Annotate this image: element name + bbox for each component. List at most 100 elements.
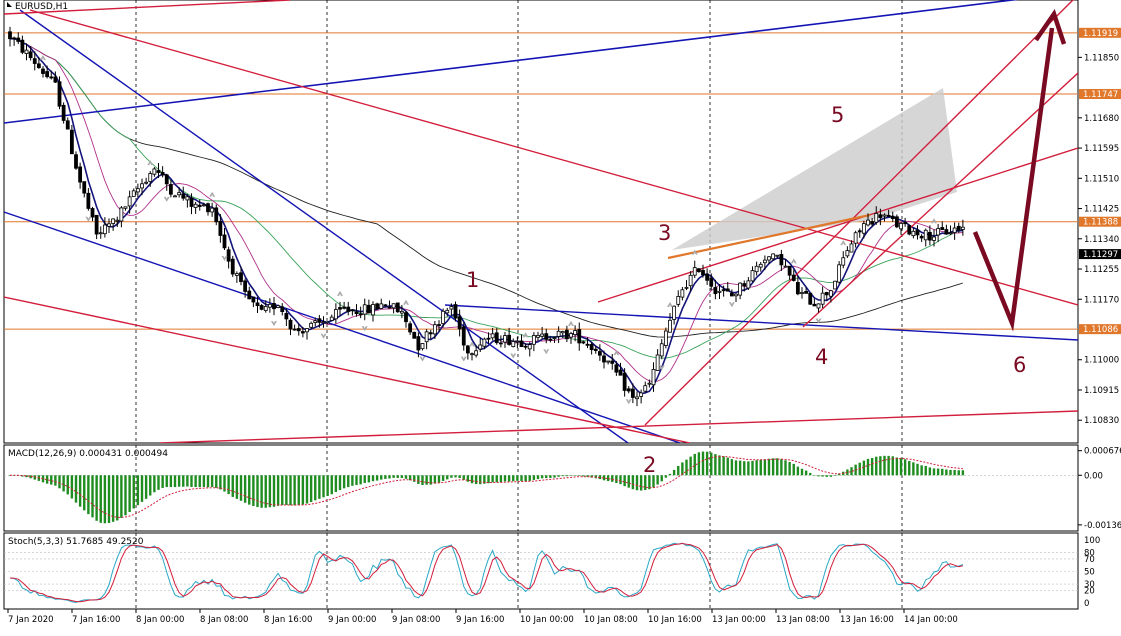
macd-histogram-bar [25, 475, 28, 478]
fractal-up-arrow [337, 290, 343, 296]
candle-body [457, 316, 462, 330]
level-tag-label: 1.11086 [1083, 325, 1118, 335]
ma-slow-line [9, 38, 964, 338]
macd-histogram-bar [685, 459, 688, 476]
candle-body [779, 254, 784, 266]
candle-body [940, 227, 945, 230]
candle-body [234, 273, 239, 276]
macd-histogram-bar [318, 475, 321, 499]
candle-body [948, 232, 953, 235]
macd-histogram-bar [817, 475, 820, 477]
macd-histogram-bar [384, 475, 387, 479]
candle-body [140, 183, 144, 189]
candle-body [144, 181, 149, 184]
candle-body [272, 303, 276, 310]
candle-body [379, 303, 384, 309]
macd-histogram-bar [190, 475, 193, 487]
candle-body [519, 340, 524, 348]
candle-body [828, 290, 833, 297]
macd-histogram-bar [784, 460, 787, 476]
candle-body [503, 335, 507, 343]
candle-body [548, 338, 553, 341]
macd-tick-label: 0.00 [1084, 471, 1103, 481]
macd-histogram-bar [540, 475, 544, 479]
candle-body [305, 328, 309, 333]
macd-histogram-bar [408, 475, 412, 481]
candle-body [333, 309, 338, 320]
candle-body [102, 224, 107, 235]
candle-body [618, 369, 623, 376]
macd-histogram-bar [264, 475, 267, 508]
macd-histogram-bar [103, 475, 107, 524]
candle-body [717, 290, 722, 293]
candle-body [69, 129, 74, 155]
macd-axis: 0.000676 0.00 -0.001364 [1078, 447, 1121, 531]
forecast-arrow-path [972, 27, 1055, 332]
macd-histogram-bar [800, 468, 804, 476]
time-tick-label: 8 Jan 00:00 [136, 615, 184, 625]
macd-histogram-bar [726, 457, 729, 476]
macd-histogram-bar [140, 475, 144, 502]
candle-body [78, 166, 83, 183]
candle-body [639, 392, 644, 397]
macd-histogram-bar [664, 475, 668, 478]
candle-body [259, 305, 264, 310]
macd-histogram-bar [833, 475, 837, 476]
candle-body [16, 37, 21, 42]
time-tick-label: 13 Jan 16:00 [840, 615, 894, 625]
lower-blue-channel-line [4, 211, 681, 443]
macd-histogram-bar [441, 475, 445, 481]
macd-histogram-bar [78, 475, 82, 507]
fractal-up-arrow [667, 302, 673, 308]
candle-body [288, 319, 293, 330]
macd-histogram-bar [289, 475, 292, 506]
candle-body [36, 63, 41, 69]
macd-histogram-bar [54, 475, 57, 486]
candle-body [659, 343, 664, 357]
candle-body [919, 235, 924, 239]
candle-body [729, 292, 734, 297]
candle-body [24, 49, 29, 54]
macd-histogram-bar [347, 475, 350, 488]
candle-body [177, 192, 182, 196]
candle-body [152, 168, 157, 175]
level-tag-box [1079, 324, 1121, 335]
candle-body [668, 319, 672, 333]
candle-body [498, 342, 503, 345]
macd-histogram-bar [161, 475, 164, 488]
macd-histogram-bar [144, 475, 148, 499]
fractal-down-arrow [658, 365, 665, 371]
candle-body [49, 76, 54, 79]
candle-body [651, 369, 656, 386]
candle-body [696, 268, 701, 273]
macd-histogram-bar [507, 475, 511, 482]
macd-histogram-bar [149, 475, 152, 496]
macd-histogram-bar [788, 461, 791, 476]
wave-1-blue-line [444, 304, 1078, 341]
candle-body [626, 388, 631, 392]
candle-body [45, 71, 50, 78]
macd-histogram-bar [87, 475, 90, 515]
candle-body [74, 154, 78, 169]
candle-body [432, 324, 437, 335]
time-tick-label: 9 Jan 16:00 [456, 615, 504, 625]
macd-histogram-bar [569, 475, 573, 476]
candle-body [750, 270, 755, 282]
candle-body [239, 272, 243, 282]
macd-histogram-bar [297, 475, 300, 505]
macd-histogram-bar [705, 451, 709, 476]
price-tick-label: 1.11425 [1084, 205, 1119, 215]
candle-body [812, 303, 817, 307]
fractal-down-arrow [221, 255, 228, 261]
macd-histogram-bar [582, 475, 585, 477]
macd-histogram-bar [747, 461, 750, 476]
candle-body [317, 318, 322, 323]
candle-body [127, 196, 132, 207]
macd-histogram-bar [928, 467, 932, 476]
macd-histogram-bar [883, 455, 886, 476]
fractal-up-arrow [931, 218, 937, 224]
macd-histogram-bar [417, 475, 420, 484]
candle-body [65, 120, 70, 130]
candle-body [742, 283, 747, 287]
